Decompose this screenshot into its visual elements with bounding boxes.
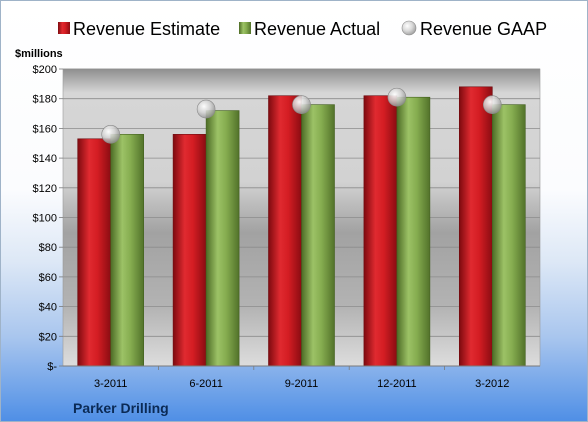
y-tick-label: $120 — [33, 183, 57, 195]
y-tick-label: $40 — [39, 302, 57, 314]
y-tick-label: $160 — [33, 123, 57, 135]
x-tick-label: 3-2011 — [94, 378, 127, 390]
bar-revenue-actual — [205, 110, 240, 367]
bar-revenue-actual — [301, 104, 335, 367]
x-axis-tick-labels: 3-2011 6-2011 9-2011 12-2011 3-2012 — [94, 366, 509, 390]
bar-revenue-estimate — [172, 134, 207, 367]
y-tick-label: $20 — [39, 331, 57, 343]
legend-label-revenue-gaap: Revenue GAAP — [420, 19, 547, 39]
y-axis-tick-labels: $- $20 $40 $60 $80 $100 $120 $140 $160 $180 $200 — [33, 64, 58, 373]
y-tick-label: $80 — [39, 242, 57, 254]
bar-revenue-estimate — [363, 95, 398, 367]
y-tick-label: $100 — [33, 213, 57, 225]
y-tick-label: $60 — [39, 272, 57, 284]
bar-revenue-actual — [491, 104, 526, 367]
marker-revenue-gaap — [387, 87, 407, 107]
legend-swatch-revenue-estimate — [58, 22, 70, 34]
gaap-markers — [101, 87, 502, 144]
legend-marker-revenue-gaap — [401, 20, 417, 36]
company-label: Parker Drilling — [73, 400, 169, 416]
marker-revenue-gaap — [101, 125, 120, 144]
bar-revenue-estimate — [458, 86, 493, 367]
marker-revenue-gaap — [292, 95, 311, 114]
bar-revenue-estimate — [77, 138, 111, 367]
legend-label-revenue-estimate: Revenue Estimate — [73, 19, 220, 39]
bar-revenue-actual — [110, 134, 144, 367]
x-tick-label: 12-2011 — [377, 378, 417, 390]
bar-revenue-estimate — [268, 95, 302, 367]
x-tick-label: 6-2011 — [189, 378, 222, 390]
y-axis-unit-label: $millions — [15, 48, 63, 60]
bars — [77, 86, 526, 367]
x-tick-label: 3-2012 — [475, 378, 509, 390]
marker-revenue-gaap — [482, 95, 502, 114]
y-tick-label: $200 — [33, 64, 57, 76]
x-tick-label: 9-2011 — [285, 378, 318, 390]
legend: Revenue Estimate Revenue Actual Revenue … — [58, 19, 547, 39]
marker-revenue-gaap — [196, 99, 216, 119]
y-tick-label: $- — [47, 361, 57, 373]
y-tick-label: $140 — [33, 153, 57, 165]
bar-revenue-actual — [396, 96, 431, 367]
y-tick-label: $180 — [33, 94, 57, 106]
legend-label-revenue-actual: Revenue Actual — [254, 19, 380, 39]
legend-swatch-revenue-actual — [239, 22, 251, 34]
